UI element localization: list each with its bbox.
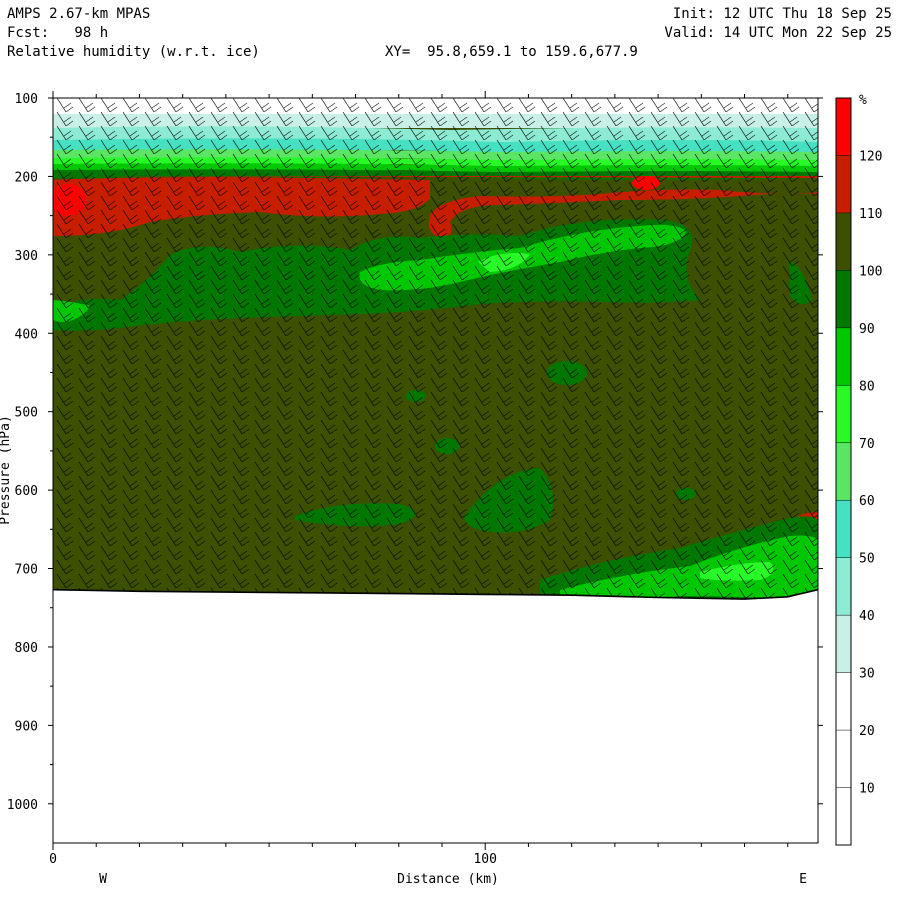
y-tick-label-400: 400 [15, 327, 38, 342]
field-name: Relative humidity (w.r.t. ice) [7, 44, 260, 60]
y-axis-label: Pressure (hPa) [0, 415, 13, 525]
y-tick-label-1000: 1000 [7, 798, 38, 813]
y-tick-label-500: 500 [15, 406, 38, 421]
init-time: Init: 12 UTC Thu 18 Sep 25 [672, 6, 892, 22]
x-tick-label-100: 100 [473, 852, 496, 867]
colorbar-label-70: 70 [859, 437, 875, 452]
colorbar-swatch-5 [836, 500, 851, 558]
terrain-surface-line [53, 588, 818, 600]
colorbar-swatch-4 [836, 557, 851, 616]
colorbar: 10 20 30 40 50 60 70 80 90 100 110 120 [835, 97, 882, 846]
y-tick-label-800: 800 [15, 641, 38, 656]
plot-frame [52, 97, 819, 844]
colorbar-label-20: 20 [859, 724, 875, 739]
colorbar-swatch-11 [836, 155, 851, 213]
colorbar-label-100: 100 [859, 264, 882, 279]
colorbar-label-10: 10 [859, 782, 875, 797]
colorbar-label-90: 90 [859, 322, 875, 337]
x-end-label-east: E [799, 872, 807, 887]
x-axis-label: Distance (km) [397, 872, 499, 887]
y-tick-label-300: 300 [15, 249, 38, 264]
colorbar-swatch-1 [836, 730, 851, 788]
y-tick-label-100: 100 [15, 92, 38, 107]
colorbar-swatch-9 [836, 270, 851, 328]
rh-field [53, 98, 818, 600]
xy-range: XY= 95.8,659.1 to 159.6,677.9 [385, 44, 638, 60]
colorbar-label-40: 40 [859, 609, 875, 624]
colorbar-label-50: 50 [859, 552, 875, 567]
wind-barbs [53, 98, 818, 600]
colorbar-unit: % [859, 93, 867, 108]
y-tick-label-900: 900 [15, 719, 38, 734]
colorbar-swatch-8 [836, 327, 851, 386]
colorbar-frame [835, 97, 852, 846]
colorbar-swatch-12 [836, 98, 851, 156]
colorbar-label-110: 110 [859, 207, 882, 222]
x-axis: 0 100 [49, 91, 789, 867]
y-axis: 100 200 300 400 500 600 700 800 900 1000 [7, 92, 823, 813]
model-title: AMPS 2.67-km MPAS [7, 6, 151, 22]
forecast-hour: Fcst: 98 h [7, 25, 109, 41]
colorbar-label-120: 120 [859, 149, 882, 164]
colorbar-label-30: 30 [859, 667, 875, 682]
colorbar-swatch-3 [836, 615, 851, 673]
valid-time: Valid: 14 UTC Mon 22 Sep 25 [664, 25, 892, 41]
colorbar-label-60: 60 [859, 494, 875, 509]
y-tick-label-600: 600 [15, 484, 38, 499]
colorbar-swatch-7 [836, 385, 851, 443]
colorbar-swatch-6 [836, 442, 851, 501]
y-tick-label-700: 700 [15, 563, 38, 578]
colorbar-swatch-10 [836, 212, 851, 271]
colorbar-swatch-2 [836, 672, 851, 731]
x-end-label-west: W [99, 872, 107, 887]
y-tick-label-200: 200 [15, 170, 38, 185]
colorbar-swatch-0 [836, 787, 851, 845]
x-tick-label-0: 0 [49, 852, 57, 867]
colorbar-label-80: 80 [859, 379, 875, 394]
